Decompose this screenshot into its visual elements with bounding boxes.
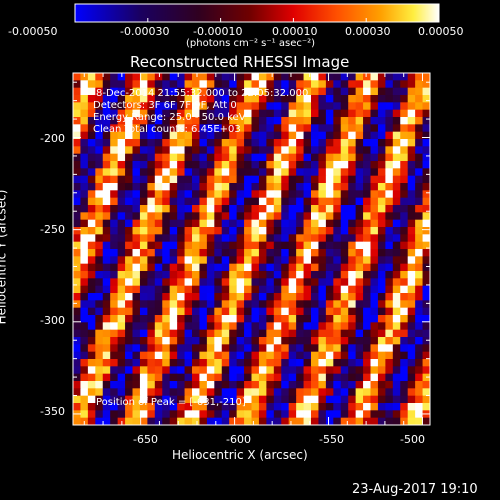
colorbar-tick: -0.00050: [8, 25, 58, 38]
peak-position-label: Position of Peak = [-631,-210]: [96, 397, 246, 408]
colorbar-ticks: [74, 18, 440, 22]
x-tick-label: -550: [319, 433, 344, 446]
colorbar-unit-label: (photons cm⁻² s⁻¹ asec⁻²): [186, 38, 316, 49]
y-tick-label: -300: [40, 314, 65, 327]
colorbar-tick: 0.00050: [418, 25, 464, 38]
x-tick-label: -650: [133, 433, 158, 446]
x-axis-label: Heliocentric X (arcsec): [172, 448, 308, 462]
colorbar-tick: 0.00010: [272, 25, 318, 38]
x-tick-label: -600: [226, 433, 251, 446]
heatmap: [73, 73, 431, 426]
info-line-detectors: Detectors: 3F 6F 7F 9F, Att 0: [93, 100, 237, 111]
axis-ticks: [73, 73, 430, 425]
y-tick-label: -200: [40, 132, 65, 145]
y-tick-label: -350: [40, 405, 65, 418]
x-tick-label: -500: [400, 433, 425, 446]
footer-timestamp: 23-Aug-2017 19:10: [352, 482, 478, 497]
info-line-energy: Energy Range: 25.0 - 50.0 keV: [93, 112, 246, 123]
colorbar-tick: -0.00030: [120, 25, 170, 38]
colorbar-tick: -0.00010: [193, 25, 243, 38]
image-title: Reconstructed RHESSI Image: [130, 53, 350, 71]
y-tick-label: -250: [40, 223, 65, 236]
info-line-clean: Clean Total counts: 6.45E+03: [93, 124, 241, 135]
plot-frame: [72, 72, 431, 426]
colorbar-tick: 0.00030: [345, 25, 391, 38]
colorbar-gradient: [74, 3, 440, 23]
y-axis-label: Heliocentric Y (arcsec): [0, 189, 9, 325]
info-line-time: 8-Dec-2014 21:55:32.000 to 22:05:32.000: [96, 88, 309, 99]
